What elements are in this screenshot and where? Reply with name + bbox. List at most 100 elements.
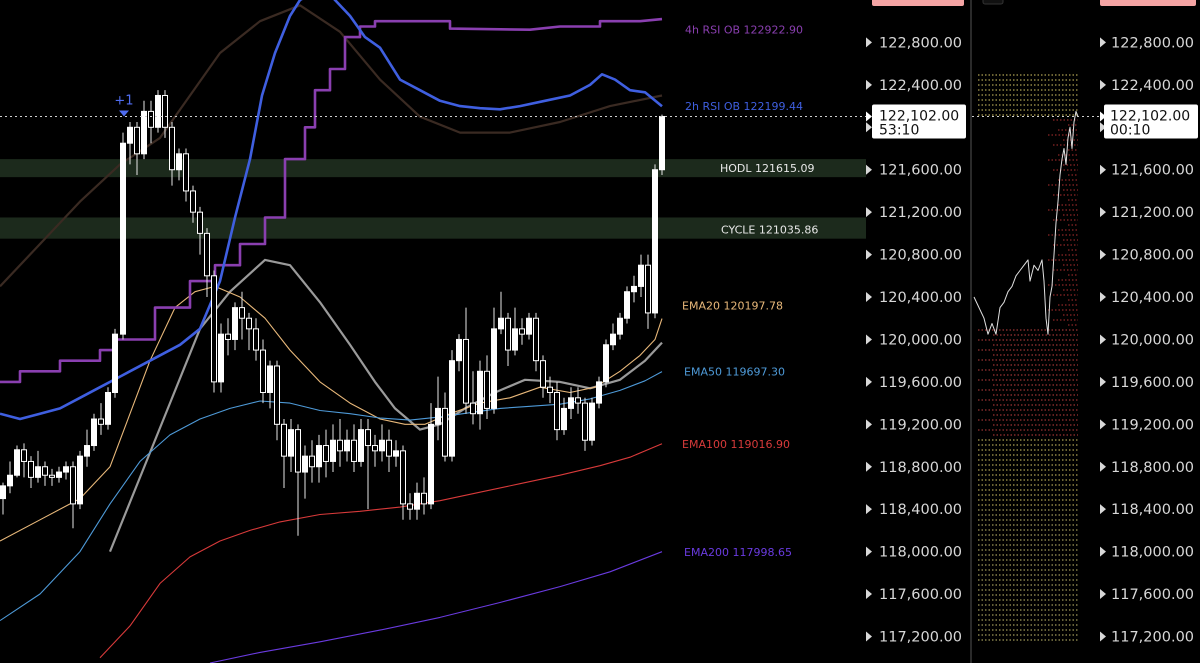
- side-price-axis-label: 122,800.00: [1111, 35, 1194, 51]
- candle-up: [127, 126, 133, 144]
- side-axis-tick-arrow: [1100, 164, 1106, 175]
- candle-up: [526, 317, 532, 335]
- side-axis-tick-arrow: [1100, 546, 1106, 557]
- candle-down: [470, 402, 476, 415]
- candle-down: [281, 423, 287, 457]
- side-price-axis-label: 122,400.00: [1111, 78, 1194, 94]
- zone-band-cycle: [0, 217, 866, 239]
- side-price-axis-label: 119,600.00: [1111, 375, 1194, 391]
- candle-up: [63, 466, 69, 473]
- candle-up: [610, 333, 616, 346]
- axis-tick-arrow: [866, 631, 872, 642]
- candle-up: [638, 264, 644, 287]
- price-axis-label: 121,200.00: [879, 205, 962, 221]
- candle-up: [35, 466, 41, 478]
- side-axis-tick-arrow: [1100, 504, 1106, 515]
- side-axis-tick-arrow: [1100, 122, 1106, 133]
- candle-up: [84, 445, 90, 457]
- side-price-axis-label: 120,400.00: [1111, 290, 1194, 306]
- candle-up: [218, 333, 224, 383]
- axis-tick-arrow: [866, 79, 872, 90]
- candle-up: [302, 455, 308, 473]
- side-current-price-value: 122,102.00: [1110, 108, 1190, 124]
- candle-down: [211, 275, 217, 383]
- candle-down: [400, 450, 406, 505]
- candle-up: [379, 439, 385, 452]
- side-axis-tick-arrow: [1100, 334, 1106, 345]
- candle-up: [288, 429, 294, 457]
- candle-down: [239, 307, 245, 319]
- price-axis-label: 117,200.00: [879, 629, 962, 645]
- side-current-price-box-bg: [1104, 104, 1198, 139]
- axis-tick-arrow: [866, 37, 872, 48]
- side-price-axis-label: 121,200.00: [1111, 205, 1194, 221]
- signal-marker-arrow: [119, 110, 129, 117]
- candles-group: [0, 90, 665, 536]
- side-price-axis-label: 118,000.00: [1111, 545, 1194, 561]
- candle-down: [386, 439, 392, 457]
- price-axis-label: 120,000.00: [879, 332, 962, 348]
- candle-down: [162, 94, 168, 128]
- candle-up: [498, 317, 504, 330]
- signal-marker-label: +1: [114, 93, 133, 108]
- side-axis-tick-arrow: [1100, 79, 1106, 90]
- candle-up: [624, 291, 630, 319]
- price-axis-label: 122,800.00: [879, 35, 962, 51]
- candle-down: [337, 439, 343, 452]
- candle-up: [0, 485, 6, 500]
- price-axis-label: 118,000.00: [879, 545, 962, 561]
- candle-up: [491, 328, 497, 409]
- candle-up: [155, 94, 161, 128]
- price-axis-main: 122,800.00122,400.00122,000.00121,600.00…: [866, 0, 970, 663]
- line-brown-line: [0, 4, 663, 288]
- candle-down: [407, 503, 413, 510]
- side-axis-tick-arrow: [1100, 37, 1106, 48]
- side-orderbook-bars: [978, 74, 1078, 641]
- candle-down: [204, 232, 210, 277]
- candle-down: [540, 360, 546, 388]
- label-ema20: EMA20 120197.78: [682, 300, 783, 313]
- axis-top-price-box: [872, 0, 964, 6]
- axis-tick-arrow: [866, 292, 872, 303]
- axis-tick-arrow: [866, 164, 872, 175]
- candle-up: [477, 370, 483, 415]
- label-2h-rsi-ob: 2h RSI OB 122199.44: [685, 100, 803, 113]
- candle-down: [274, 365, 280, 425]
- candle-down: [645, 264, 651, 314]
- side-price-axis-label: 118,400.00: [1111, 502, 1194, 518]
- label-ema100: EMA100 119016.90: [682, 438, 790, 451]
- candle-down: [442, 407, 448, 457]
- axis-tick-arrow: [866, 461, 872, 472]
- side-axis-tick-arrow: [1100, 631, 1106, 642]
- candle-down: [134, 126, 140, 155]
- line-ema200: [209, 551, 663, 663]
- candle-up: [14, 449, 20, 476]
- current-price-box-bg: [872, 104, 966, 139]
- line-ema100: [99, 443, 663, 659]
- candle-up: [561, 407, 567, 431]
- axis-tick-arrow: [866, 419, 872, 430]
- side-chart-panel: [972, 0, 1100, 663]
- candle-down: [519, 328, 525, 335]
- candle-up: [344, 439, 350, 452]
- candle-up: [456, 338, 462, 362]
- candle-up: [414, 492, 420, 510]
- candle-down: [183, 153, 189, 192]
- candle-down: [70, 466, 76, 505]
- side-price-axis-label: 121,600.00: [1111, 163, 1194, 179]
- candle-up: [232, 307, 238, 340]
- candle-up: [141, 110, 147, 155]
- side-price-axis-label: 120,000.00: [1111, 332, 1194, 348]
- line-gray-sma: [108, 258, 663, 553]
- candle-down: [21, 449, 27, 462]
- candle-up: [617, 317, 623, 335]
- main-chart-panel: +1 4h RSI OB 122922.90 2h RSI OB 122199.44…: [0, 0, 866, 663]
- price-axis-side: 122,800.00122,400.00122,000.00121,600.00…: [1100, 0, 1200, 663]
- candle-up: [589, 402, 595, 441]
- price-axis-label: 120,800.00: [879, 248, 962, 264]
- candle-down: [49, 474, 55, 478]
- candle-down: [421, 492, 427, 505]
- price-axis-label: 121,600.00: [879, 163, 962, 179]
